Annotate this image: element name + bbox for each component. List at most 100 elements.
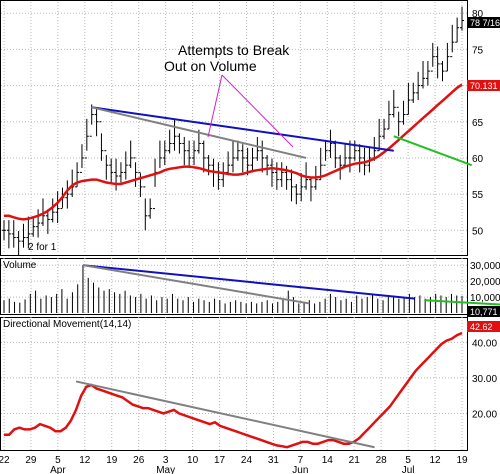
price-tick-label: 80 (472, 9, 484, 20)
price-bar (148, 198, 153, 219)
price-bar (401, 100, 406, 125)
x-month-label: Apr (50, 465, 66, 474)
dmi-value-label: 42.62 (470, 322, 493, 332)
price-bar (2, 220, 6, 241)
price-bar (308, 176, 313, 202)
price-bar (455, 17, 460, 43)
volume-panel (0, 258, 468, 315)
price-bar (79, 144, 84, 173)
volume-value-label: 10,771 (470, 307, 498, 317)
price-bar (333, 140, 338, 169)
price-bar (396, 106, 401, 137)
x-tick-label: 3 (163, 455, 169, 466)
x-month-label: Jun (292, 465, 308, 474)
price-bar (192, 140, 197, 166)
trendline-2 (425, 299, 500, 306)
price-bar (425, 60, 430, 86)
price-bar (45, 209, 50, 234)
price-bar (450, 24, 455, 58)
price-bar (240, 144, 245, 173)
price-bar (299, 173, 304, 202)
price-bar (250, 147, 255, 173)
x-tick-label: 14 (322, 455, 334, 466)
price-bar (133, 157, 138, 187)
price-bar (416, 71, 421, 101)
x-tick-label: 12 (429, 455, 441, 466)
x-tick-label: 5 (55, 455, 61, 466)
price-bar (382, 118, 387, 140)
price-bar (421, 60, 426, 89)
price-bar (279, 162, 284, 187)
annotation-pointer-2 (221, 74, 294, 148)
price-bar (26, 216, 31, 249)
price-bar (294, 183, 299, 205)
price-trendlines (91, 106, 473, 167)
volume-title: Volume (3, 260, 37, 271)
annotation-line-2: Out on Volume (164, 58, 257, 74)
x-tick-label: 22 (0, 455, 10, 466)
price-bar (328, 129, 333, 158)
x-tick-label: 17 (214, 455, 226, 466)
last-price-label: 78 7/16 (470, 18, 500, 28)
price-bar (460, 6, 464, 31)
price-bar (6, 220, 11, 249)
price-tick-label: 50 (472, 226, 484, 237)
annotation-line-1: Attempts to Break (178, 42, 290, 58)
volume-bars (3, 265, 463, 313)
price-bar (11, 220, 16, 248)
price-bar (352, 140, 357, 161)
price-bar (36, 209, 41, 238)
price-bar (440, 60, 445, 82)
price-bar (118, 162, 123, 183)
x-tick-label: 19 (456, 455, 468, 466)
x-tick-label: 28 (376, 455, 388, 466)
dmi-trendlines (75, 380, 375, 449)
price-bar (201, 140, 206, 173)
x-tick-label: 10 (187, 455, 199, 466)
moving-average-series (4, 83, 463, 221)
price-bar (40, 198, 45, 226)
dmi-line (4, 331, 463, 449)
price-bar (245, 147, 250, 176)
price-bar (338, 155, 343, 180)
price-bar (16, 231, 21, 256)
x-tick-label: 26 (133, 455, 145, 466)
x-month-label: May (156, 465, 175, 474)
price-bar (99, 121, 104, 161)
price-bar (323, 140, 328, 166)
price-bar (172, 118, 177, 151)
x-tick-label: 21 (349, 455, 361, 466)
x-tick-label: 31 (268, 455, 280, 466)
price-bar (104, 150, 109, 180)
x-tick-label: 19 (106, 455, 118, 466)
price-bar (65, 180, 70, 209)
trendline-0 (82, 264, 415, 300)
price-bar (167, 129, 172, 154)
price-bar (343, 144, 348, 169)
price-bar (377, 118, 382, 152)
price-bar (182, 136, 187, 166)
price-bar (55, 191, 60, 224)
price-tick-label: 60 (472, 154, 484, 165)
volume-value-box (467, 306, 500, 317)
price-tick-label: 65 (472, 118, 484, 129)
price-bar (347, 140, 352, 173)
dmi-value-box (467, 321, 500, 332)
trendline-1 (82, 264, 310, 305)
price-bar (260, 140, 265, 173)
price-bar (274, 162, 279, 190)
annotation-pointer-1 (207, 74, 223, 138)
price-bar (50, 198, 55, 223)
price-bar (70, 169, 75, 198)
dmi-title: Directional Movement(14,14) (3, 319, 131, 330)
moving-average-line (4, 83, 463, 221)
dmi-series (4, 331, 463, 449)
x-tick-label: 24 (241, 455, 253, 466)
trendline-0 (91, 106, 394, 152)
price-bar (94, 108, 99, 137)
price-bar (31, 216, 36, 237)
x-tick-label: 29 (25, 455, 37, 466)
price-bar (21, 223, 26, 248)
price-tick-label: 75 (472, 45, 484, 56)
price-bar (255, 136, 260, 161)
